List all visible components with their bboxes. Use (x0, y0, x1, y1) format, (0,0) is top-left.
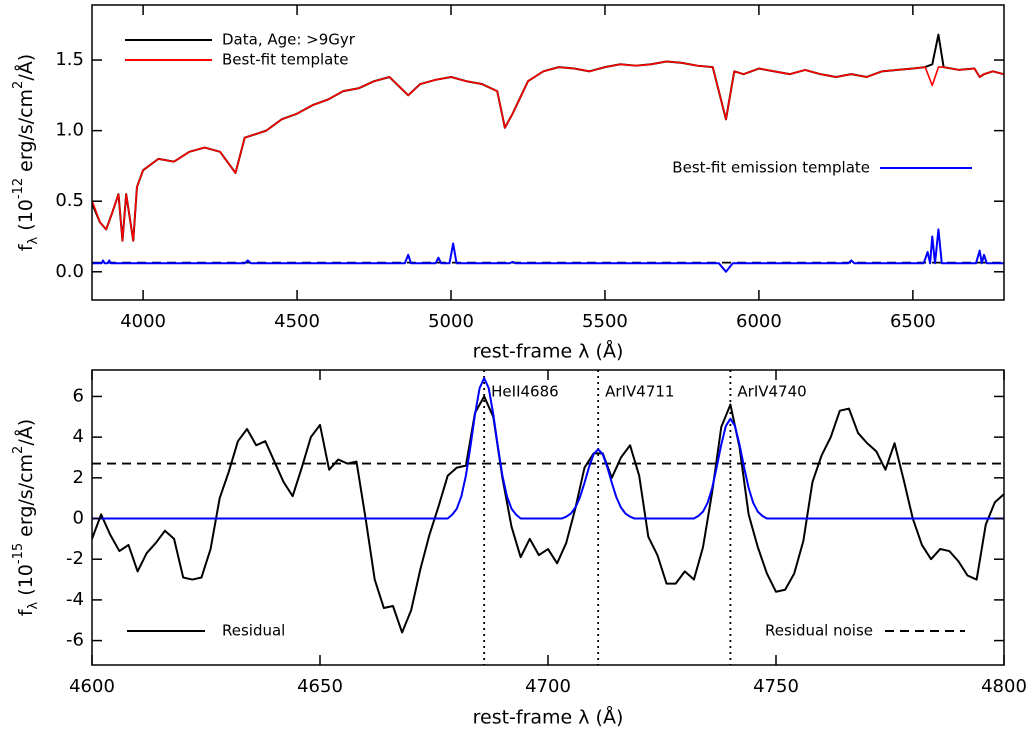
marker-label: HeII4686 (491, 383, 559, 401)
y-tick-label: -6 (66, 630, 84, 651)
y-tick-label: 1.0 (55, 120, 84, 141)
x-tick-label: 4700 (525, 676, 571, 697)
series-line (92, 377, 1004, 520)
y-axis-label: fλ (10-12 erg/s/cm2/Å) (11, 54, 41, 251)
y-axis-label-part: λ (26, 236, 41, 244)
x-axis-label: rest-frame λ (Å) (473, 340, 624, 363)
x-tick-label: 6000 (736, 311, 782, 332)
y-axis-label-part: -12 (11, 178, 26, 199)
y-axis-label-part: erg/s/cm (15, 454, 37, 543)
y-tick-label: 0.0 (55, 261, 84, 282)
marker-label: ArIV4711 (605, 383, 674, 401)
y-tick-label: 0.5 (55, 190, 84, 211)
x-tick-label: 4000 (120, 311, 166, 332)
legend-label: Residual noise (765, 622, 873, 640)
plot-frame (91, 4, 1005, 301)
marker-label: ArIV4740 (737, 383, 806, 401)
y-axis-label-part: f (15, 243, 37, 251)
x-axis-label: rest-frame λ (Å) (473, 706, 624, 729)
y-axis-label-part: f (15, 608, 37, 616)
series-line (92, 395, 1004, 634)
x-tick-label: 4500 (274, 311, 320, 332)
y-axis-label-part: /Å) (14, 419, 37, 446)
x-tick-label: 4800 (981, 676, 1027, 697)
y-tick-label: -2 (66, 548, 84, 569)
y-axis-label: fλ (10-15 erg/s/cm2/Å) (11, 419, 41, 616)
x-tick-label: 5000 (428, 311, 474, 332)
y-tick-label: -4 (66, 589, 84, 610)
y-axis-label-part: 2 (11, 446, 26, 454)
legend-label: Best-fit emission template (672, 159, 870, 177)
y-axis-label-part: (10 (15, 199, 37, 237)
y-tick-label: 0 (73, 508, 84, 529)
y-tick-label: 1.5 (55, 49, 84, 70)
y-tick-label: 2 (73, 467, 84, 488)
y-axis-label-part: λ (26, 601, 41, 609)
x-tick-label: 4600 (69, 676, 115, 697)
plot-area (92, 370, 1004, 665)
y-axis-label-part: erg/s/cm (15, 89, 37, 178)
y-axis-label-part: -15 (11, 543, 26, 564)
x-tick-label: 5500 (582, 311, 628, 332)
legend-label: Best-fit template (222, 51, 348, 69)
y-axis-label-part: /Å) (14, 54, 37, 81)
x-tick-label: 4750 (753, 676, 799, 697)
y-tick-label: 6 (73, 385, 84, 406)
plot-frame (91, 369, 1005, 666)
legend-label: Data, Age: >9Gyr (222, 31, 356, 49)
plot-area (92, 33, 1004, 273)
series-line (92, 228, 1004, 273)
x-tick-label: 4650 (297, 676, 343, 697)
y-tick-label: 4 (73, 426, 84, 447)
x-tick-label: 6500 (890, 311, 936, 332)
series-line (92, 60, 1004, 242)
y-axis-label-part: (10 (15, 564, 37, 602)
y-axis-label-part: 2 (11, 81, 26, 89)
legend-label: Residual (222, 622, 285, 640)
